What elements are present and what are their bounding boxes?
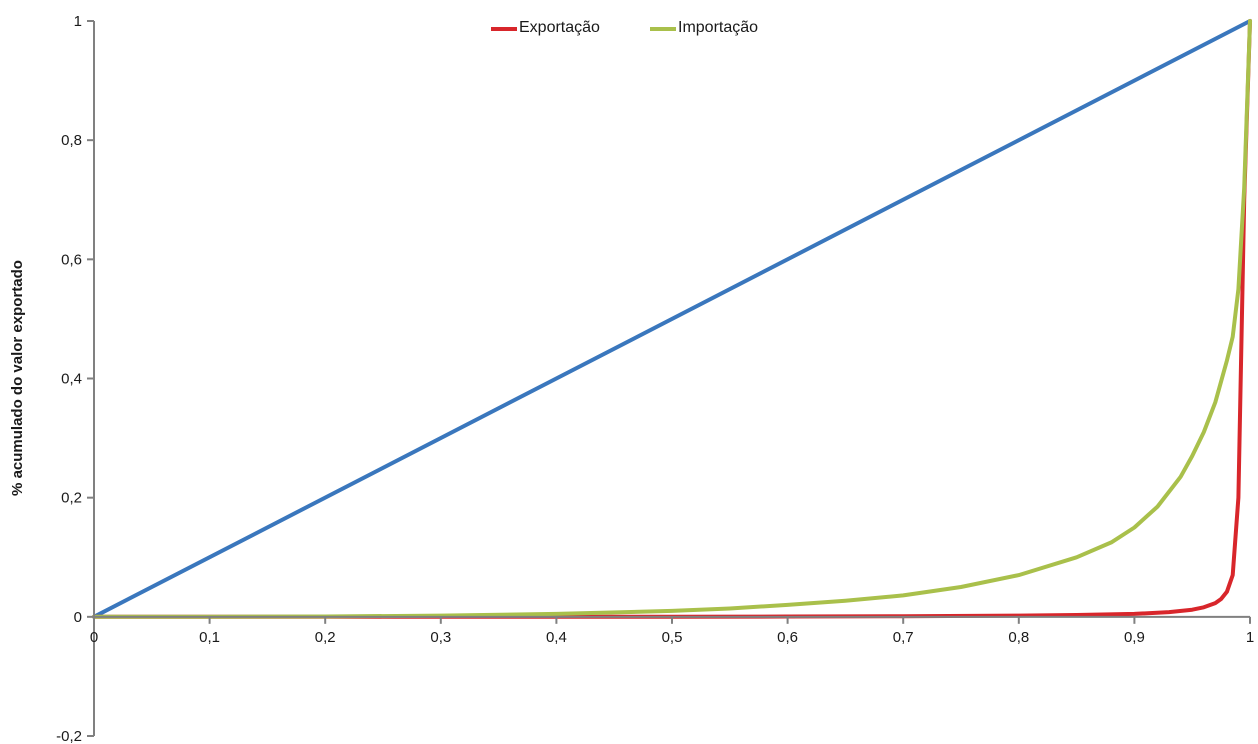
x-tick-label: 0,2	[315, 629, 336, 646]
x-tick-label: 0,3	[430, 629, 451, 646]
y-tick-label: 0,2	[61, 490, 82, 507]
series-line-importacao	[92, 19, 1252, 619]
x-tick-label: 0,4	[546, 629, 567, 646]
y-tick-label: 0,8	[61, 132, 82, 149]
x-axis-ticks: 0 0,1 0,2 0,3 0,4 0,5 0,6 0,7 0,8 0,9 1	[90, 616, 1254, 646]
x-tick-label: 0,8	[1008, 629, 1029, 646]
y-tick-label: 1	[74, 13, 82, 30]
y-axis-ticks: -0,2 0 0,2 0,4 0,6 0,8 1	[56, 13, 94, 744]
x-tick-label: 0,1	[199, 629, 220, 646]
x-tick-label: 0,5	[662, 629, 683, 646]
plot-lines	[92, 19, 1252, 619]
legend: Exportação Importação	[491, 19, 758, 36]
legend-label: Importação	[678, 19, 758, 36]
x-tick-label: 0	[90, 629, 98, 646]
x-tick-label: 0,6	[777, 629, 798, 646]
y-tick-label: 0,4	[61, 371, 82, 388]
y-tick-label: 0,6	[61, 251, 82, 268]
y-tick-label: 0	[74, 609, 82, 626]
legend-label: Exportação	[519, 19, 600, 36]
x-tick-label: 0,9	[1124, 629, 1145, 646]
y-tick-label: -0,2	[56, 728, 82, 744]
reference-diagonal-line	[92, 19, 1252, 619]
x-tick-label: 1	[1246, 629, 1254, 646]
x-tick-label: 0,7	[893, 629, 914, 646]
y-axis-title: % acumulado do valor exportado	[9, 260, 26, 496]
